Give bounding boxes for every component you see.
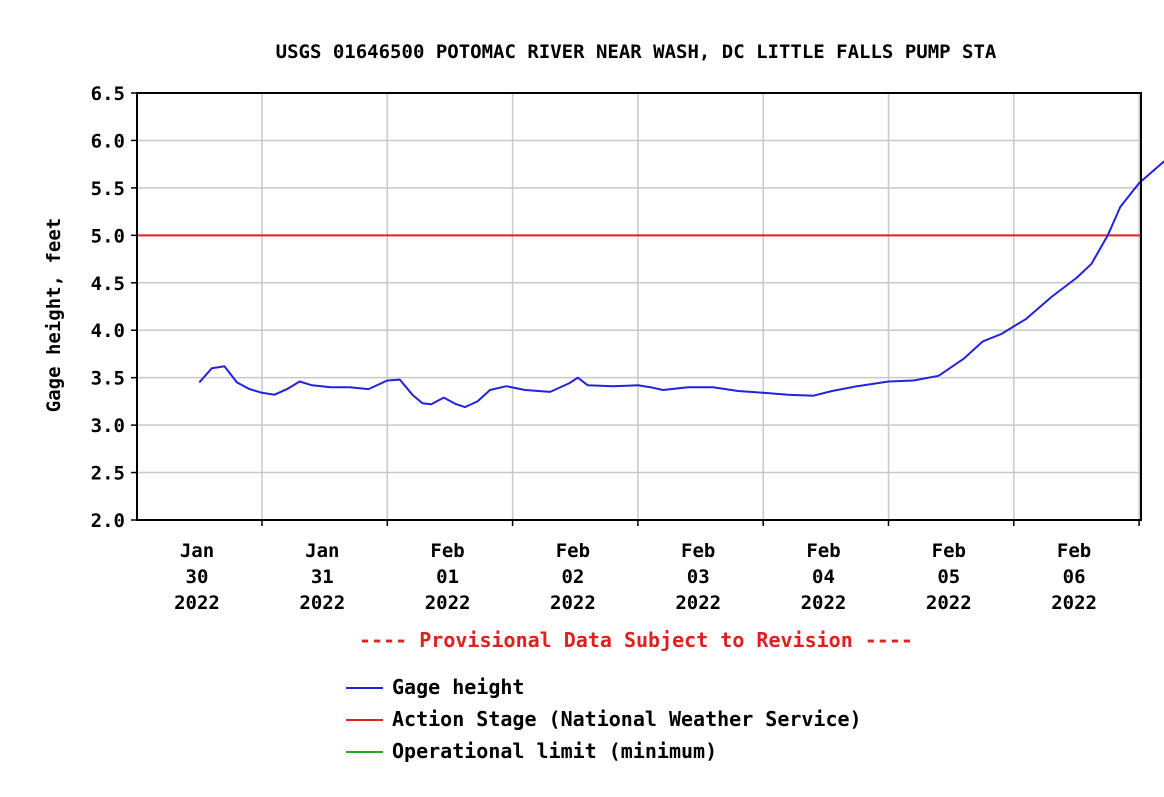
x-tick-label-year: 2022	[801, 592, 847, 614]
x-tick-label-day: 03	[687, 566, 710, 588]
x-tick-label-month: Feb	[681, 540, 715, 562]
x-tick-label-day: 30	[186, 566, 209, 588]
y-tick-label: 4.5	[91, 273, 125, 295]
y-tick-label: 5.0	[91, 225, 125, 247]
plot-border	[136, 92, 1142, 521]
x-tick-label-year: 2022	[174, 592, 220, 614]
chart-title: USGS 01646500 POTOMAC RIVER NEAR WASH, D…	[276, 41, 997, 63]
x-tick-label-month: Feb	[806, 540, 840, 562]
x-tick-label-month: Feb	[932, 540, 966, 562]
x-tick-label-month: Feb	[430, 540, 464, 562]
x-tick-label-year: 2022	[1051, 592, 1097, 614]
x-tick-label-month: Jan	[305, 540, 339, 562]
y-tick-label: 5.5	[91, 178, 125, 200]
gage-height-line	[198, 160, 1164, 409]
x-tick-label-year: 2022	[926, 592, 972, 614]
provisional-note: ---- Provisional Data Subject to Revisio…	[359, 628, 913, 652]
legend-label: Gage height	[392, 675, 524, 699]
x-tick-label-year: 2022	[675, 592, 721, 614]
x-tick-label-day: 31	[311, 566, 334, 588]
legend-label: Action Stage (National Weather Service)	[392, 707, 862, 731]
x-tick-label-year: 2022	[299, 592, 345, 614]
legend-label: Operational limit (minimum)	[392, 739, 717, 763]
y-axis-label: Gage height, feet	[43, 218, 65, 412]
x-tick-label-year: 2022	[425, 592, 471, 614]
y-tick-label: 2.5	[91, 463, 125, 485]
y-tick-label: 6.5	[91, 83, 125, 105]
x-tick-label-day: 05	[937, 566, 960, 588]
y-tick-label: 4.0	[91, 320, 125, 342]
x-tick-label-day: 06	[1063, 566, 1086, 588]
x-tick-label-month: Jan	[180, 540, 214, 562]
x-tick-label-year: 2022	[550, 592, 596, 614]
x-tick-label-month: Feb	[556, 540, 590, 562]
y-tick-label: 3.5	[91, 368, 125, 390]
x-tick-label-month: Feb	[1057, 540, 1091, 562]
x-tick-label-day: 04	[812, 566, 835, 588]
y-tick-label: 3.0	[91, 415, 125, 437]
plot-area	[137, 93, 1141, 520]
y-tick-label: 6.0	[91, 130, 125, 152]
x-tick-label-day: 01	[436, 566, 459, 588]
x-tick-label-day: 02	[561, 566, 584, 588]
y-tick-label: 2.0	[91, 510, 125, 532]
